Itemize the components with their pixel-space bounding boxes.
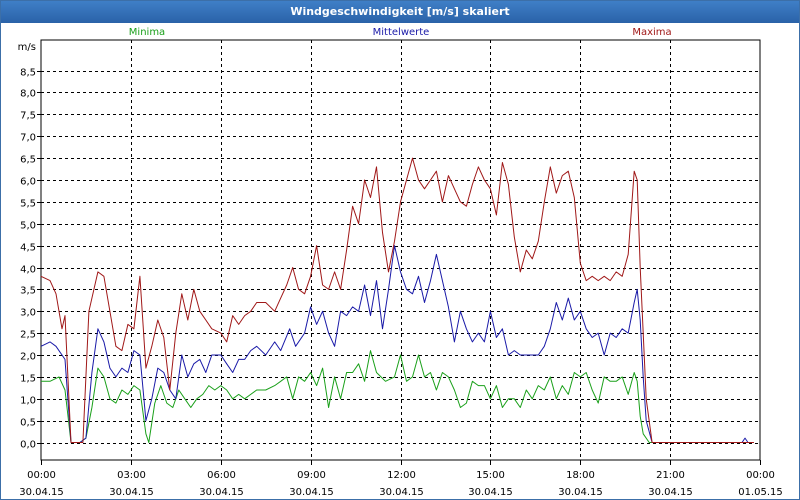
x-tick-date-label: 30.04.15: [468, 487, 513, 498]
x-tick-date-label: 30.04.15: [379, 487, 424, 498]
x-tick-date-label: 30.04.15: [558, 487, 603, 498]
y-tick-label: 1,0: [20, 396, 36, 407]
axis-layer: 0,0 0,5 1,0 1,5 2,0 2,5 3,0 3,5 4,0 4,5 5,0 5,5 6,0 6…: [19, 68, 783, 499]
series-line-minima: [41, 350, 754, 443]
y-tick-label: 8,5: [20, 68, 36, 79]
y-tick-label: 3,0: [20, 308, 36, 319]
grid-layer: [41, 40, 760, 460]
x-tick-time-label: 09:00: [297, 470, 326, 481]
y-tick-label: 4,5: [20, 243, 36, 254]
legend-layer: Minima Mittelwerte Maxima: [129, 27, 672, 38]
x-tick-time-label: 03:00: [117, 470, 146, 481]
x-tick-date-label: 30.04.15: [109, 487, 154, 498]
x-tick-time-label: 18:00: [566, 470, 595, 481]
x-tick-date-label: 01.05.15: [738, 487, 783, 498]
series-line-mittelwerte: [40, 245, 754, 443]
x-tick-time-label: 12:00: [387, 470, 416, 481]
legend-entry-maxima: Maxima: [632, 27, 671, 38]
window-title: Windgeschwindigkeit [m/s] skaliert: [1, 1, 799, 23]
x-tick-time-label: 00:00: [746, 470, 775, 481]
x-tick-date-label: 30.04.15: [648, 487, 693, 498]
y-tick-label: 0,5: [20, 418, 36, 429]
y-tick-label: 1,5: [20, 374, 36, 385]
y-tick-label: 8,0: [20, 89, 36, 100]
y-tick-label: 5,0: [20, 221, 36, 232]
y-tick-label: 6,5: [20, 155, 36, 166]
x-tick-date-label: 30.04.15: [199, 487, 244, 498]
y-tick-label: 3,5: [20, 286, 36, 297]
legend-entry-mittelwerte: Mittelwerte: [373, 27, 430, 38]
series-line-maxima: [40, 157, 754, 443]
plot-border: [40, 39, 761, 461]
x-tick-time-label: 21:00: [656, 470, 685, 481]
y-tick-label: 2,0: [20, 352, 36, 363]
x-tick-time-label: 06:00: [207, 470, 236, 481]
legend-entry-minima: Minima: [129, 27, 165, 38]
y-axis-label: m/s: [18, 42, 36, 53]
y-tick-label: 6,0: [20, 177, 36, 188]
y-tick-label: 7,5: [20, 111, 36, 122]
y-tick-label: 4,0: [20, 265, 36, 276]
x-tick-time-label: 00:00: [27, 470, 56, 481]
x-tick-time-label: 15:00: [476, 470, 505, 481]
x-tick-date-label: 30.04.15: [289, 487, 334, 498]
y-tick-label: 7,0: [20, 133, 36, 144]
series-layer: [40, 157, 754, 443]
y-tick-label: 5,5: [20, 199, 36, 210]
y-tick-label: 2,5: [20, 330, 36, 341]
y-tick-label: 0,0: [20, 440, 36, 451]
x-tick-date-label: 30.04.15: [19, 487, 64, 498]
